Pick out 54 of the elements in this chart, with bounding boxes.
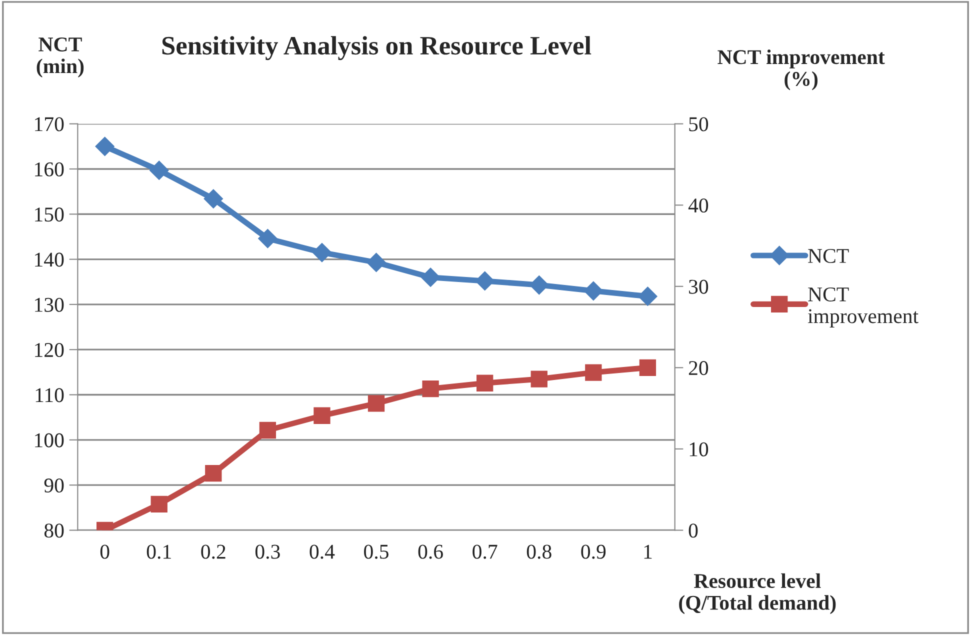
x-tick-label: 0.9	[581, 544, 606, 559]
x-axis-title: Resource level (Q/Total demand)	[679, 573, 836, 614]
point	[584, 281, 603, 300]
point	[585, 364, 602, 381]
x-tick-label: 0.8	[526, 544, 552, 559]
y2-tick-label: 10	[690, 442, 708, 456]
point	[204, 189, 223, 208]
x-tick-label: 0.7	[472, 544, 498, 559]
y2-axis-title: NCT improvement (%)	[718, 50, 885, 90]
y-tick-label: 90	[44, 478, 64, 493]
y-tick-label: 140	[35, 252, 64, 267]
point	[258, 228, 278, 248]
y-tick-label: 120	[35, 342, 64, 358]
x-tick-label: 1	[644, 544, 652, 559]
point	[312, 242, 332, 262]
point	[475, 271, 494, 290]
y2-tick-label: 40	[688, 198, 708, 213]
point	[639, 359, 656, 376]
y2-tick-label: 20	[688, 361, 708, 376]
x-tick-label: 0.5	[364, 544, 388, 559]
point	[638, 286, 658, 306]
y2-tick-label: 50	[689, 117, 708, 132]
y-tick-label: 100	[35, 433, 64, 448]
x-tick-label: 0.3	[255, 544, 280, 559]
point	[421, 268, 440, 287]
point	[314, 407, 330, 424]
x-tick-label: 0.4	[310, 544, 335, 559]
y2-tick-label: 30	[689, 280, 708, 294]
point	[259, 422, 276, 439]
point	[476, 374, 494, 392]
y-tick-label: 160	[35, 162, 64, 176]
y2-tick-label: 0	[688, 524, 698, 538]
point	[150, 160, 169, 180]
point	[530, 370, 548, 388]
point	[368, 395, 385, 412]
y-tick-label: 150	[35, 208, 64, 222]
x-tick-label: 0.6	[418, 544, 443, 559]
y-tick-label: 130	[35, 298, 64, 312]
x-tick-label: 0.1	[146, 544, 171, 559]
y-tick-label: 110	[36, 388, 64, 402]
legend-label: NCT	[808, 248, 849, 263]
legend-label: NCT improvement	[808, 287, 918, 328]
y-axis-title: NCT (min)	[36, 37, 84, 78]
point	[530, 275, 549, 295]
point	[366, 252, 386, 272]
point	[150, 496, 168, 513]
point	[205, 464, 222, 482]
y-tick-label: 80	[44, 524, 64, 538]
y-tick-label: 170	[35, 117, 64, 132]
point	[422, 380, 439, 398]
point	[95, 136, 114, 156]
x-tick-label: 0.2	[201, 544, 226, 559]
chart-title: Sensitivity Analysis on Resource Level	[162, 36, 592, 60]
x-tick-label: 0	[100, 544, 110, 559]
